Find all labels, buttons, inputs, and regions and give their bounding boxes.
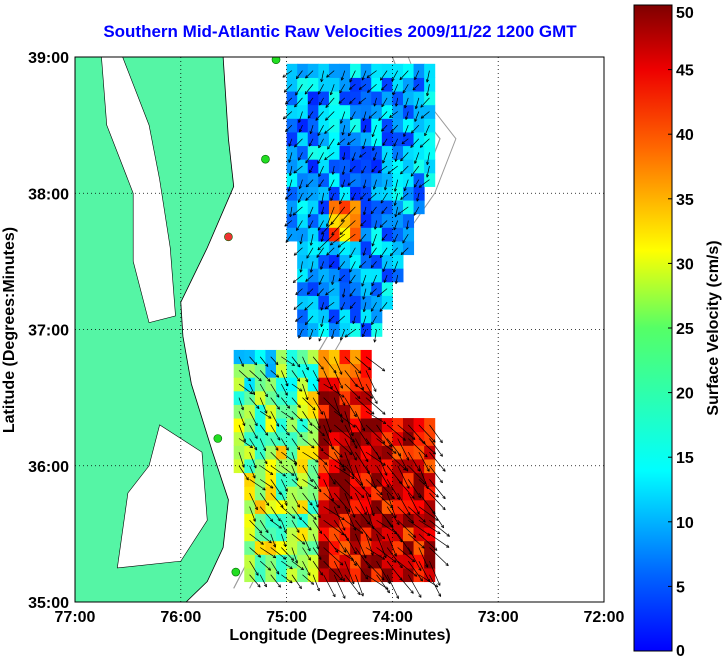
x-tick-label: 77:00 <box>55 609 96 626</box>
bay <box>101 57 176 324</box>
y-axis-label: Latitude (Degrees:Minutes) <box>1 227 18 433</box>
velocity-vectors <box>238 70 450 599</box>
colorbar-tick-labels: 0 5 10 15 20 25 30 35 40 45 50 <box>668 4 694 659</box>
chart-title: Southern Mid-Atlantic Raw Velocities 200… <box>103 22 577 41</box>
x-tick-label: 75:00 <box>266 609 307 626</box>
x-tick-labels: 77:00 76:00 75:00 74:00 73:00 72:00 <box>55 609 625 626</box>
y-tick-label: 35:00 <box>28 595 69 612</box>
radar-stations <box>213 57 281 577</box>
colorbar-tick-label: 50 <box>676 5 694 22</box>
colorbar-tick-label: 20 <box>676 386 694 403</box>
y-tick-label: 38:00 <box>28 186 69 203</box>
colorbar-tick-label: 5 <box>676 579 685 596</box>
x-tick-label: 76:00 <box>160 609 201 626</box>
colorbar <box>633 4 673 652</box>
colorbar-tick-label: 45 <box>676 63 694 80</box>
colorbar-tick-label: 15 <box>676 450 694 467</box>
station-marker <box>231 567 241 577</box>
x-tick-label: 73:00 <box>478 609 519 626</box>
x-tick-label: 74:00 <box>372 609 413 626</box>
land-layer <box>75 57 235 602</box>
station-marker <box>261 154 270 164</box>
y-tick-labels: 39:00 38:00 37:00 36:00 35:00 <box>28 50 69 612</box>
y-tick-label: 36:00 <box>28 459 69 476</box>
sound <box>116 424 208 569</box>
station-marker <box>213 434 223 443</box>
y-tick-label: 39:00 <box>28 50 69 67</box>
colorbar-tick-label: 40 <box>676 127 694 144</box>
station-marker <box>271 57 281 65</box>
colorbar-tick-label: 10 <box>676 515 694 532</box>
grid-lines <box>75 57 604 602</box>
x-axis-label: Longitude (Degrees:Minutes) <box>229 627 450 644</box>
station-marker <box>224 232 233 242</box>
plot-frame <box>74 56 605 603</box>
y-tick-label: 37:00 <box>28 323 69 340</box>
colorbar-label: Surface Velocity (cm/s) <box>705 240 722 415</box>
colorbar-tick-label: 30 <box>676 256 694 273</box>
colorbar-tick-label: 0 <box>676 643 685 659</box>
x-tick-label: 72:00 <box>584 609 625 626</box>
colorbar-tick-label: 35 <box>676 192 694 209</box>
colorbar-tick-label: 25 <box>676 321 694 338</box>
